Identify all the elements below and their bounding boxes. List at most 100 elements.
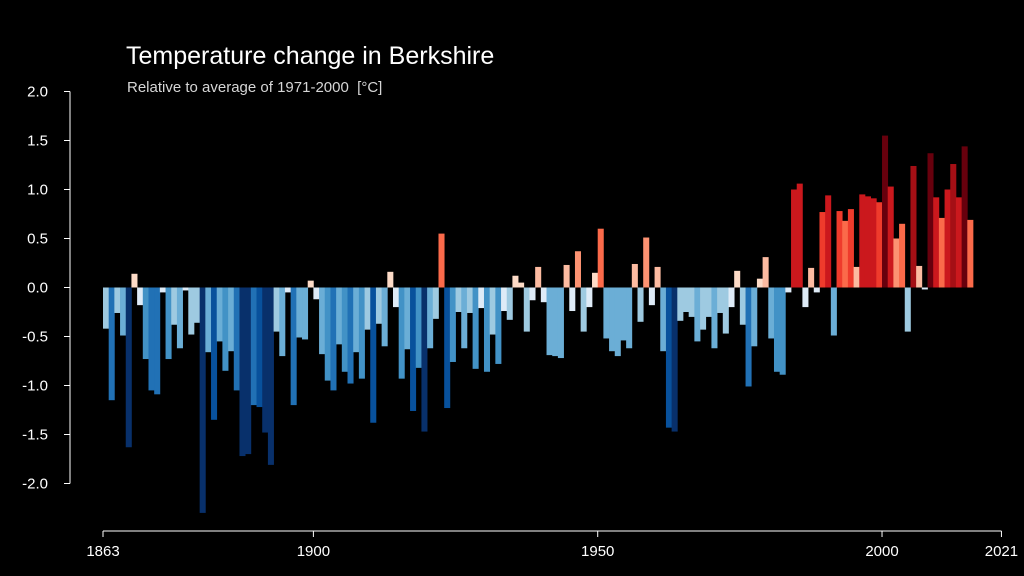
bar-1987 (808, 267, 815, 288)
bar-2004 (904, 287, 911, 332)
bar-1909 (364, 287, 371, 330)
bar-1932 (495, 287, 502, 364)
bar-1937 (523, 287, 530, 332)
bar-1891 (262, 287, 269, 433)
x-tick-label: 2000 (865, 543, 898, 560)
bar-1904 (336, 287, 343, 345)
bar-2011 (944, 189, 951, 288)
bar-1902 (324, 287, 331, 381)
bar-1956 (631, 263, 638, 288)
bar-1943 (557, 287, 564, 359)
y-tick-label: -2.0 (22, 476, 48, 493)
bar-1990 (825, 195, 832, 288)
bar-1866 (120, 287, 127, 336)
bar-1867 (125, 287, 132, 448)
bar-1906 (347, 287, 354, 384)
bar-1885 (228, 287, 235, 352)
bar-1989 (819, 212, 826, 288)
bar-1978 (756, 278, 763, 288)
bar-1972 (722, 287, 729, 334)
bar-1865 (114, 287, 121, 313)
bar-1963 (671, 287, 678, 432)
bar-1980 (768, 287, 775, 339)
bar-1869 (137, 287, 144, 306)
bar-1964 (677, 287, 684, 321)
bar-2015 (967, 219, 974, 288)
bar-2012 (950, 164, 957, 288)
bar-2010 (938, 217, 945, 288)
bar-1893 (273, 287, 280, 332)
bar-1941 (546, 287, 553, 356)
bar-1957 (637, 287, 644, 322)
bar-1919 (421, 287, 428, 432)
bar-1879 (193, 287, 201, 323)
bar-1950 (597, 228, 604, 288)
bar-1916 (404, 287, 411, 350)
bar-1908 (358, 287, 365, 379)
bar-1960 (654, 266, 661, 288)
bar-1975 (739, 287, 746, 325)
bar-1953 (614, 287, 621, 357)
bar-1948 (586, 287, 593, 308)
bar-1876 (176, 287, 183, 349)
bar-1965 (683, 287, 690, 312)
bar-1992 (836, 211, 843, 288)
bar-1921 (432, 287, 439, 319)
bar-1918 (415, 287, 422, 368)
bar-1896 (290, 287, 297, 406)
x-tick-label: 1863 (86, 543, 119, 560)
x-tick-label: 1950 (581, 543, 614, 560)
bar-1920 (427, 287, 434, 349)
bar-1998 (870, 198, 877, 288)
bar-1870 (142, 287, 149, 360)
bar-1864 (108, 287, 115, 401)
bar-2001 (887, 186, 894, 288)
bar-1991 (830, 287, 837, 336)
bar-1969 (705, 287, 712, 317)
bar-1983 (785, 287, 792, 293)
bar-1939 (535, 266, 542, 288)
bar-1940 (540, 287, 547, 303)
bar-1934 (506, 287, 513, 320)
bar-2014 (961, 146, 968, 288)
y-tick-label: 0.0 (27, 280, 48, 297)
bar-1905 (341, 287, 348, 372)
bar-1968 (700, 287, 707, 330)
bar-1925 (455, 287, 462, 312)
bar-1910 (370, 287, 377, 423)
bar-1927 (466, 287, 473, 313)
bar-1917 (410, 287, 417, 411)
chart-subtitle: Relative to average of 1971-2000 [°C] (127, 79, 383, 96)
bar-2002 (893, 238, 900, 288)
bar-1973 (728, 287, 735, 308)
bar-1935 (512, 275, 519, 288)
y-axis: 2.0 1.5 1.0 0.5 0.0 -0.5 -1.0 -1.5 -2.0 (22, 84, 71, 493)
bar-1982 (779, 287, 786, 375)
bar-1931 (489, 287, 496, 335)
bars-group (103, 135, 974, 513)
bar-2013 (955, 197, 962, 288)
bar-1926 (461, 287, 468, 349)
bar-1942 (552, 287, 559, 357)
bar-1933 (501, 287, 508, 312)
bar-1961 (660, 287, 667, 352)
bar-1873 (159, 287, 166, 293)
bar-1976 (745, 287, 752, 387)
bar-2006 (916, 265, 923, 288)
bar-1923 (444, 287, 451, 409)
bar-1981 (773, 287, 781, 372)
bar-1985 (796, 183, 803, 288)
bar-1977 (751, 287, 758, 347)
bar-1997 (864, 196, 871, 288)
bar-1952 (609, 287, 616, 352)
bar-1951 (603, 287, 610, 339)
bar-1947 (580, 287, 587, 332)
y-tick-label: 1.5 (27, 133, 48, 150)
bar-1881 (205, 287, 212, 353)
bar-1954 (620, 287, 627, 341)
bar-1892 (267, 287, 274, 465)
bar-1946 (574, 251, 581, 288)
bar-1996 (859, 194, 866, 288)
bar-1955 (626, 287, 633, 349)
